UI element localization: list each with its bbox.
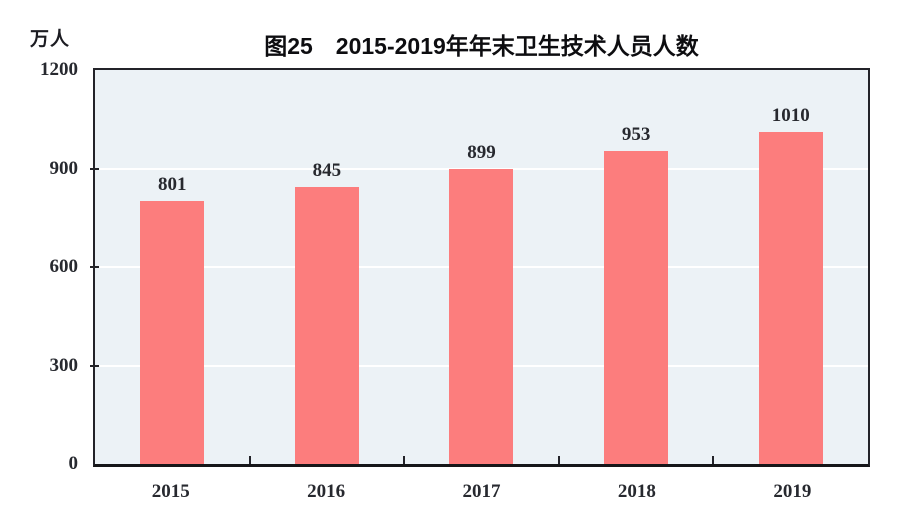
y-tick-mark-600 [90, 266, 99, 268]
y-tick-mark-300 [90, 364, 99, 367]
plot-inner-area: 801 845 899 953 1010 [90, 70, 868, 464]
plot-area: 801 845 899 953 1010 [90, 68, 870, 467]
bar-cell-2016: 845 [250, 70, 405, 464]
x-tick-mark-4 [712, 456, 715, 464]
y-axis-unit-label: 万人 [30, 29, 71, 50]
bar-2015 [140, 201, 205, 464]
bar-cell-2018: 953 [559, 70, 714, 464]
y-tick-label-900: 900 [49, 157, 79, 179]
x-axis-label-2015: 2015 [151, 481, 190, 502]
bar-2019 [758, 132, 823, 464]
bar-cell-2019: 1010 [713, 70, 868, 464]
x-axis-label-2019: 2019 [773, 481, 812, 502]
bar-value-label-2017: 899 [467, 141, 496, 163]
x-tick-mark-1 [248, 456, 251, 464]
bar-value-label-2016: 845 [312, 159, 342, 181]
x-axis-label-2017: 2017 [462, 481, 501, 502]
bar-value-label-2018: 953 [621, 124, 651, 146]
x-axis-label-2016: 2016 [307, 481, 346, 502]
bar-2016 [294, 186, 359, 464]
gridline-900 [95, 167, 868, 170]
x-axis-label-2018: 2018 [617, 481, 656, 502]
x-tick-mark-3 [557, 456, 560, 464]
bar-value-label-2015: 801 [158, 174, 187, 196]
y-tick-label-300: 300 [49, 354, 79, 376]
bar-cell-2017: 899 [404, 70, 559, 464]
chart-title: 图25 2015-2019年年末卫生技术人员人数 [264, 33, 699, 59]
y-tick-label-600: 600 [49, 256, 79, 277]
y-tick-label-0: 0 [68, 453, 79, 474]
y-tick-label-1200: 1200 [40, 59, 78, 80]
bar-value-label-2019: 1010 [771, 105, 810, 127]
bar-2018 [604, 151, 669, 464]
bar-2017 [449, 168, 514, 464]
bar-cell-2015: 801 [95, 70, 250, 464]
y-tick-mark-900 [90, 167, 99, 170]
x-tick-mark-2 [403, 456, 406, 464]
x-axis-labels: 2015 2016 2017 2018 2019 [93, 481, 870, 503]
